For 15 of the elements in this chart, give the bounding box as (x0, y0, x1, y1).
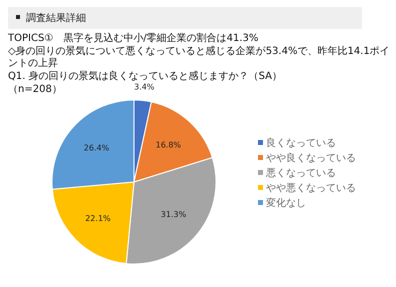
chart-subtitle: ◇身の回りの景気について悪くなっていると感じる企業が53.4%で、昨年比14.1ポイントの上昇 (8, 46, 390, 70)
chart-title: TOPICS① 黒字を見込む中小/零細企業の割合は41.3% (8, 33, 260, 45)
legend-label: やや良くなっている (266, 152, 356, 164)
data-label: 26.4% (84, 144, 110, 153)
data-label: 22.1% (85, 214, 112, 223)
legend-label: 変化なし (266, 197, 306, 209)
legend-label: 良くなっている (266, 137, 336, 149)
data-label: 16.8% (156, 140, 182, 150)
data-label: 3.4% (134, 82, 155, 92)
legend-label: 悪くなっている (265, 168, 336, 179)
legend-label: やや悪くなっている (266, 183, 356, 194)
text: Q1. 身の回りの景気は良くなっていると感じますか？（SA） (8, 71, 283, 83)
data-label: 31.3% (160, 210, 187, 220)
text: （n=208） (8, 84, 62, 95)
text: 調査結果詳細 (8, 7, 362, 29)
